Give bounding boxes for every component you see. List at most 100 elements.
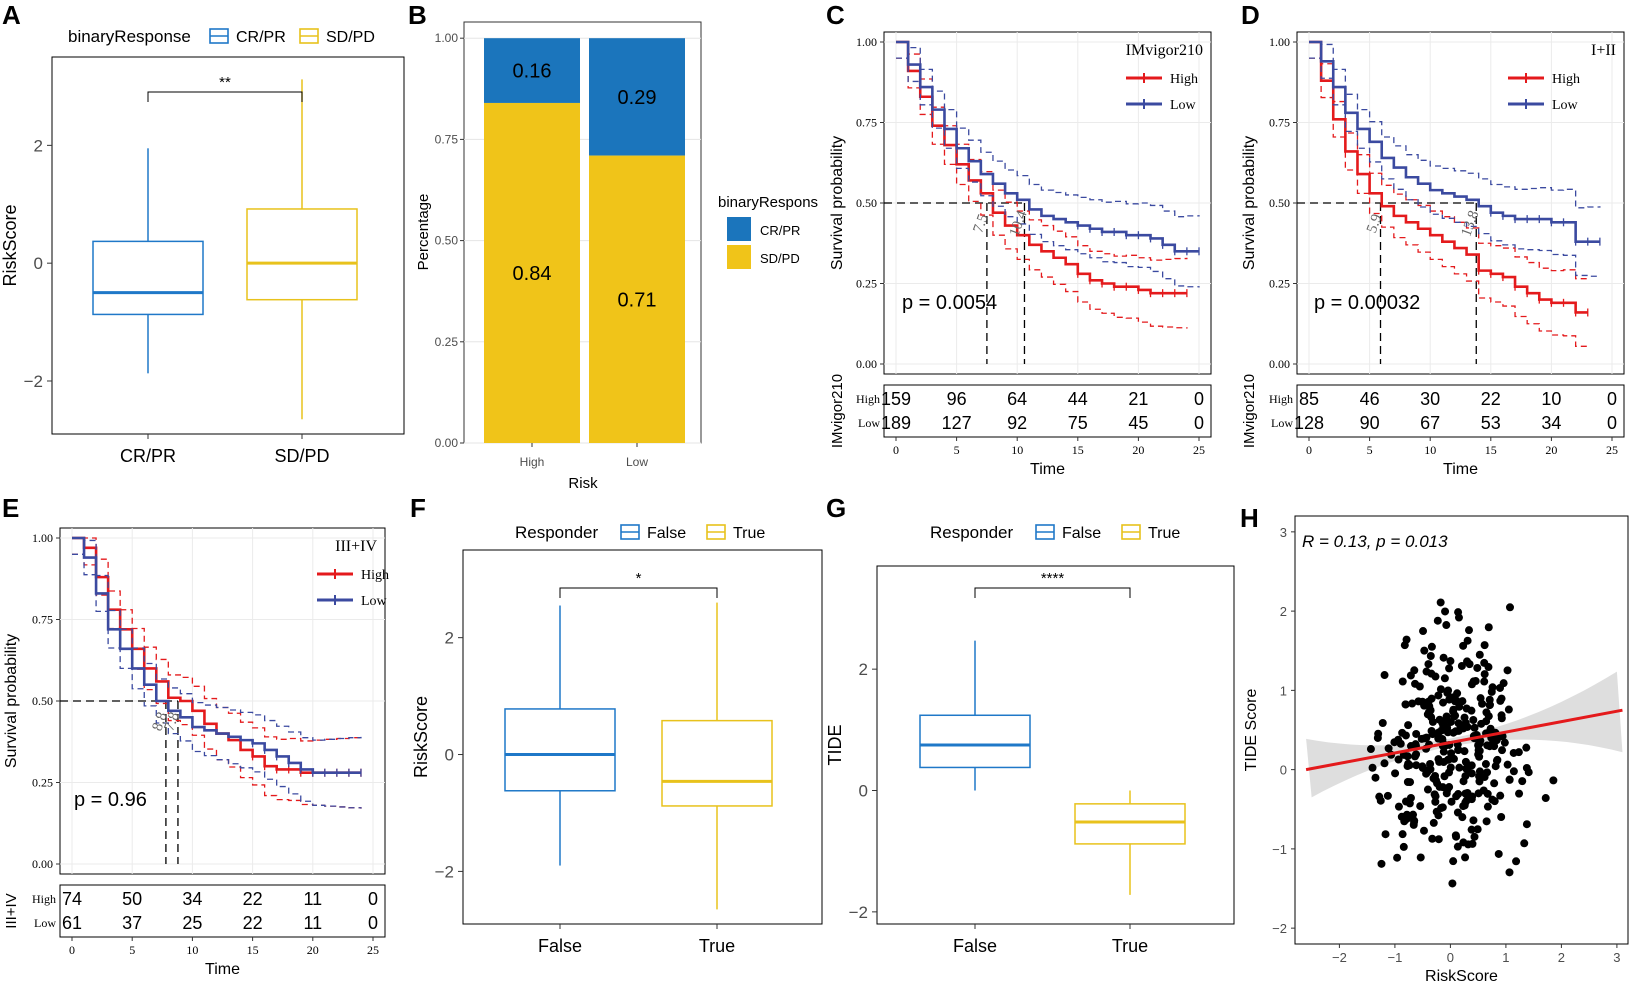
scatter-point	[1474, 750, 1483, 759]
scatter-point	[1458, 697, 1467, 706]
legend-label: High	[1552, 72, 1580, 87]
scatter-point	[1394, 755, 1403, 764]
scatter-point	[1394, 802, 1403, 811]
scatter-point	[1469, 816, 1478, 825]
survival-curve-low	[1309, 40, 1600, 243]
scatter-point	[1431, 672, 1440, 681]
scatter-point	[1467, 706, 1476, 715]
legend-label: Low	[361, 594, 388, 609]
scatter-point	[1439, 758, 1448, 767]
bar-crpr-high	[484, 38, 580, 103]
y-tick-label: 0.50	[435, 234, 459, 248]
y-tick-label: 0.25	[435, 335, 459, 349]
panel-label-f: F	[410, 493, 426, 523]
panel-g-boxplot-tide: Responder False True 2 0 −2 TIDE False True ****	[825, 523, 1235, 956]
scatter-point	[1366, 745, 1375, 754]
scatter-point	[1439, 747, 1448, 756]
x-tick-label: Low	[626, 455, 648, 469]
y-tick-label: 0.25	[32, 776, 53, 790]
panel-label-g: G	[826, 493, 846, 523]
scatter-point	[1520, 839, 1529, 848]
y-axis-label: RiskScore	[0, 204, 20, 286]
scatter-point	[1419, 826, 1428, 835]
scatter-point	[1461, 772, 1470, 781]
ci-upper-low	[1309, 41, 1601, 209]
scatter-point	[1443, 688, 1452, 697]
legend-key-crpr	[727, 217, 751, 241]
risk-count: 22	[1481, 389, 1501, 409]
scatter-point	[1470, 723, 1479, 732]
x-tick-label: −1	[1387, 950, 1402, 965]
scatter-point	[1426, 651, 1435, 660]
risk-count: 0	[1607, 413, 1617, 433]
bar-sdpd-low	[589, 155, 685, 443]
x-tick-label: 25	[367, 943, 379, 957]
risk-table-title: IMvigor210	[1241, 374, 1258, 448]
x-tick-label: 20	[307, 943, 319, 957]
scatter-point	[1431, 772, 1440, 781]
median-label-high: 8.8	[149, 710, 170, 733]
scatter-point	[1461, 853, 1470, 862]
panel-d-km-stage-i-ii: 1.00 0.75 0.50 0.25 0.00 Survival probability…	[1241, 31, 1625, 478]
risk-count: 22	[243, 913, 263, 933]
x-tick-label: 5	[129, 943, 135, 957]
median-label-high: 7.5	[970, 212, 991, 235]
scatter-point	[1484, 623, 1493, 632]
risk-count: 128	[1294, 413, 1324, 433]
scatter-point	[1459, 838, 1468, 847]
risk-row-label: Low	[34, 916, 56, 930]
panel-label-b: B	[408, 0, 427, 30]
risk-count: 0	[368, 913, 378, 933]
scatter-point	[1465, 660, 1474, 669]
scatter-point	[1440, 674, 1449, 683]
scatter-point	[1505, 868, 1514, 877]
legend-title: Responder	[930, 523, 1014, 542]
scatter-point	[1480, 658, 1489, 667]
scatter-point	[1440, 772, 1449, 781]
x-tick-label: 5	[1367, 443, 1373, 457]
scatter-point	[1453, 842, 1462, 851]
y-tick-label: 2	[445, 629, 454, 648]
y-tick-label: 0.50	[856, 196, 877, 210]
x-tick-label: 2	[1558, 950, 1565, 965]
risk-count: 159	[881, 389, 911, 409]
risk-count: 67	[1420, 413, 1440, 433]
scatter-point	[1381, 830, 1390, 839]
scatter-point	[1448, 879, 1457, 888]
y-tick-label: 0.00	[856, 357, 877, 371]
scatter-point	[1434, 811, 1443, 820]
survival-curve-high	[1309, 40, 1588, 314]
x-tick-label: −2	[1332, 950, 1347, 965]
x-axis-label: Risk	[568, 475, 598, 492]
x-axis-label: Time	[205, 961, 240, 978]
scatter-point	[1410, 752, 1419, 761]
scatter-point	[1469, 716, 1478, 725]
scatter-point	[1488, 683, 1497, 692]
scatter-point	[1427, 726, 1436, 735]
scatter-point	[1522, 743, 1531, 752]
risk-count: 34	[1541, 413, 1561, 433]
risk-count: 10	[1541, 389, 1561, 409]
risk-count: 96	[947, 389, 967, 409]
scatter-point	[1431, 797, 1440, 806]
risk-table-title: III+IV	[3, 893, 20, 928]
scatter-point	[1405, 761, 1414, 770]
y-tick-label: 0.50	[32, 694, 53, 708]
scatter-point	[1433, 616, 1442, 625]
scatter-point	[1434, 691, 1443, 700]
scatter-point	[1473, 663, 1482, 672]
ci-lower-low	[896, 57, 1200, 288]
y-tick-label: 3	[1280, 525, 1287, 540]
legend-label: SD/PD	[326, 29, 375, 46]
scatter-point	[1470, 832, 1479, 841]
scatter-point	[1400, 641, 1409, 650]
scatter-point	[1436, 598, 1445, 607]
scatter-point	[1500, 738, 1509, 747]
box-true	[661, 719, 773, 807]
x-tick-label: 25	[1606, 443, 1618, 457]
scatter-point	[1446, 657, 1455, 666]
scatter-point	[1416, 853, 1425, 862]
x-tick-label: 1	[1502, 950, 1509, 965]
scatter-point	[1449, 705, 1458, 714]
